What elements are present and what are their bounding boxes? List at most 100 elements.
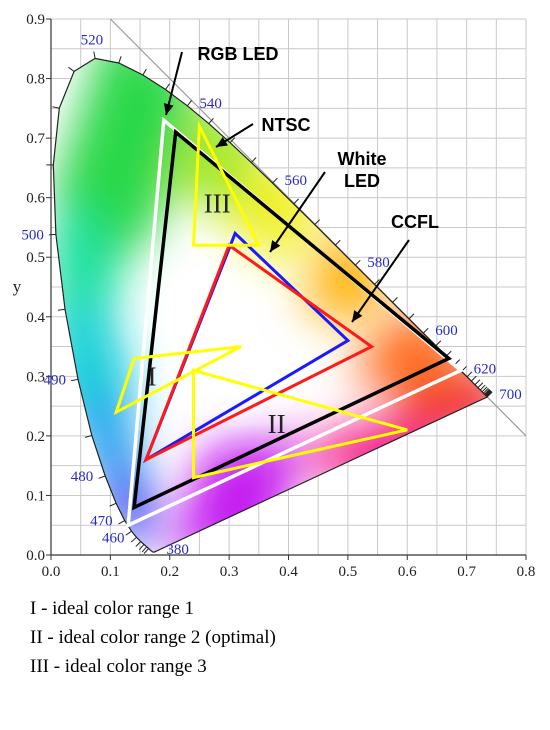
callout-arrow xyxy=(269,171,326,253)
wavelength-tick xyxy=(486,390,492,397)
wavelength-label: 470 xyxy=(90,514,113,530)
wavelength-tick xyxy=(142,68,147,76)
wavelength-label: 580 xyxy=(367,255,390,271)
wavelength-label: 480 xyxy=(71,469,94,485)
wavelength-tick xyxy=(483,387,489,394)
callout-arrow xyxy=(351,239,410,323)
wavelength-label: 500 xyxy=(21,227,44,243)
wavelength-tick xyxy=(229,137,236,144)
callout-label: CCFL xyxy=(391,212,439,232)
gamut-ntsc xyxy=(132,128,453,511)
wavelength-label: 540 xyxy=(199,96,222,112)
wavelength-tick xyxy=(466,371,473,378)
wavelength-tick xyxy=(354,259,361,266)
callout-label: NTSC xyxy=(262,115,311,135)
x-tick-label: 0.1 xyxy=(101,564,120,580)
x-tick-label: 0.0 xyxy=(42,564,61,580)
y-tick-label: 0.8 xyxy=(26,72,45,88)
region-label: I xyxy=(147,361,156,391)
wavelength-tick xyxy=(479,384,486,391)
wavelength-tick xyxy=(98,475,106,479)
callout-arrowhead xyxy=(163,103,174,115)
wavelength-tick xyxy=(208,118,214,124)
wavelength-tick xyxy=(186,99,193,107)
wavelength-tick xyxy=(470,375,477,382)
wavelength-tick xyxy=(84,434,92,438)
axes: 0.0 0.1 0.2 0.3 0.4 0.5 0.6 0.7 0.8 0.0 0.1 0.2 0.3 0… xyxy=(13,12,536,580)
wavelength-tick xyxy=(435,340,442,347)
wavelength-tick xyxy=(272,177,278,184)
wavelength-tick xyxy=(477,382,484,389)
legend-line-range-3: III - ideal color range 3 xyxy=(30,656,207,677)
wavelength-tick xyxy=(314,219,320,225)
wavelength-tick xyxy=(57,308,66,311)
region-label: III xyxy=(204,189,231,219)
callout-arrowhead xyxy=(352,310,363,322)
legend-line-range-1: I - ideal color range 1 xyxy=(30,598,195,619)
wavelength-tick xyxy=(165,83,170,90)
legend: I - ideal color range 1 II - ideal color… xyxy=(30,594,530,681)
x-tick-label: 0.7 xyxy=(457,564,476,580)
callout-arrowhead xyxy=(216,136,228,147)
wavelength-tick xyxy=(408,313,415,320)
wavelength-tick xyxy=(334,239,341,246)
legend-line-range-2: II - ideal color range 2 (optimal) xyxy=(30,627,276,648)
wavelength-label: 560 xyxy=(285,173,308,189)
wavelength-tick xyxy=(93,51,96,59)
x-tick-label: 0.5 xyxy=(339,564,358,580)
x-tick-label: 0.2 xyxy=(160,564,179,580)
cie-chromaticity-chart: 0.0 0.1 0.2 0.3 0.4 0.5 0.6 0.7 0.8 0.0 0.1 0.2 0.3 0… xyxy=(13,12,536,580)
gamut-ii xyxy=(192,368,408,480)
wavelength-tick xyxy=(454,359,461,365)
wavelength-tick xyxy=(293,198,299,205)
y-tick-label: 0.7 xyxy=(26,131,45,147)
wavelength-tick xyxy=(374,279,380,285)
wavelength-tick xyxy=(143,548,149,555)
wavelength-label: 520 xyxy=(81,32,104,48)
region-label: II xyxy=(268,409,286,439)
y-tick-label: 0.0 xyxy=(26,548,45,564)
wavelength-tick xyxy=(118,520,125,525)
wavelength-tick xyxy=(484,388,490,395)
wavelength-label: 490 xyxy=(43,372,66,388)
gamut-triangles xyxy=(113,116,464,529)
gamut-iii xyxy=(191,120,262,247)
x-tick-label: 0.4 xyxy=(279,564,298,580)
y-tick-label: 0.1 xyxy=(26,488,45,504)
y-tick-label: 0.3 xyxy=(26,369,45,385)
wavelength-tick xyxy=(130,536,137,543)
wavelength-tick xyxy=(481,386,488,393)
callout-arrowhead xyxy=(270,240,281,252)
x-tick-label: 0.8 xyxy=(517,564,536,580)
wavelength-tick xyxy=(52,106,60,109)
wavelength-tick xyxy=(141,546,148,553)
wavelength-tick xyxy=(68,66,75,72)
wavelength-tick xyxy=(125,530,132,536)
wavelength-tick xyxy=(474,379,481,386)
callout-label: RGB LED xyxy=(198,44,279,64)
wavelength-tick xyxy=(71,378,79,382)
wavelength-tick xyxy=(422,327,429,334)
wavelength-tick xyxy=(485,390,491,396)
y-tick-label: 0.2 xyxy=(26,429,45,445)
wavelength-tick xyxy=(118,56,122,64)
y-tick-label: 0.4 xyxy=(26,310,45,326)
wavelength-tick xyxy=(250,157,257,163)
wavelength-label: 700 xyxy=(499,387,522,403)
callout-label: LED xyxy=(344,171,380,191)
callout-label: White xyxy=(338,149,387,169)
fill-blob xyxy=(98,465,158,544)
wavelength-tick xyxy=(485,390,492,397)
y-tick-label: 0.5 xyxy=(26,250,45,266)
wavelength-tick xyxy=(109,502,117,507)
y-axis-label: y xyxy=(13,277,22,296)
wavelength-label: 460 xyxy=(102,530,125,546)
y-tick-label: 0.9 xyxy=(26,12,45,28)
x-tick-label: 0.6 xyxy=(398,564,417,580)
wavelength-tick xyxy=(484,389,491,396)
wavelength-tick xyxy=(135,541,142,547)
y-tick-label: 0.6 xyxy=(26,191,45,207)
wavelength-label: 620 xyxy=(474,361,497,377)
wavelength-label: 600 xyxy=(435,323,458,339)
